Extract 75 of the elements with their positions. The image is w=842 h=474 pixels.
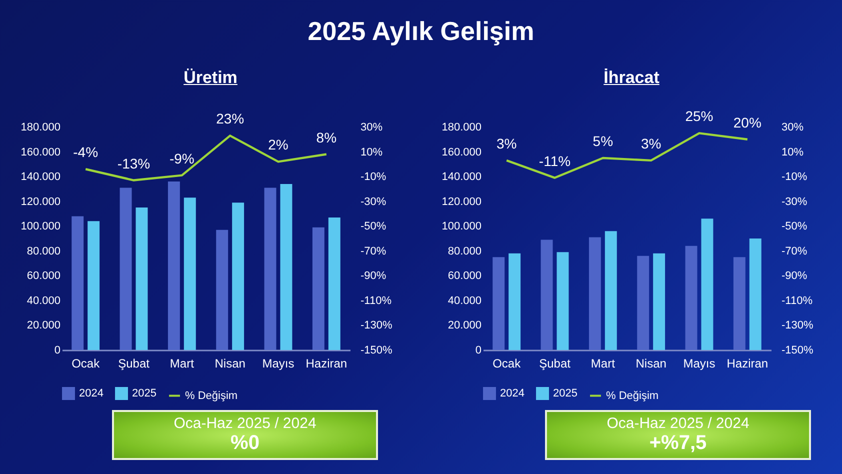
- data-label: 5%: [592, 132, 614, 149]
- y-tick-label: 160.000: [442, 146, 482, 158]
- data-label: 3%: [640, 135, 662, 152]
- data-label: -4%: [73, 144, 98, 160]
- y2-tick-label: -130%: [782, 320, 814, 332]
- data-label: -13%: [117, 155, 150, 172]
- text: 2025 Aylık Gelişim: [306, 16, 536, 47]
- x-tick-label: Mart: [590, 356, 616, 370]
- y2-tick-label: 30%: [360, 122, 383, 134]
- y2-tick-label: -90%: [782, 270, 808, 282]
- y-tick-label: 60.000: [26, 270, 60, 282]
- y2-tick-label: 30%: [782, 122, 804, 134]
- y2-tick-label: -90%: [360, 270, 386, 282]
- y-tick-label: 80.000: [448, 245, 482, 258]
- y-tick-label: 120.000: [442, 196, 482, 208]
- data-label: 3%: [496, 135, 517, 152]
- y-tick-label: 100.000: [442, 220, 482, 233]
- y2-tick-label: -30%: [782, 196, 808, 208]
- y-tick-label: 40.000: [448, 294, 482, 307]
- y-tick-label: 180.000: [20, 122, 60, 134]
- legend-label: % Değişim: [606, 390, 659, 402]
- y2-tick-label: 10%: [782, 146, 804, 158]
- y2-tick-label: -10%: [782, 171, 808, 184]
- y2-tick-label: 10%: [360, 146, 383, 158]
- data-label: 23%: [216, 110, 244, 127]
- y-tick-label: 80.000: [26, 245, 60, 258]
- data-label: 20%: [733, 114, 762, 130]
- data-label: 25%: [685, 108, 714, 124]
- y-tick-label: 140.000: [20, 171, 60, 184]
- y2-tick-label: -70%: [782, 245, 808, 258]
- y2-tick-label: -150%: [360, 344, 393, 356]
- data-label: 2%: [268, 136, 288, 153]
- y-tick-label: 0: [475, 344, 482, 356]
- x-tick-label: Nisan: [214, 356, 246, 370]
- y2-tick-label: -110%: [782, 294, 813, 307]
- x-tick-label: Haziran: [306, 356, 348, 370]
- summary-box: Oca-Haz 2025 / 2024 +%7,5: [545, 410, 811, 460]
- y-tick-label: 180.000: [442, 122, 482, 134]
- x-tick-label: Ocak: [492, 356, 522, 370]
- y2-tick-label: -130%: [360, 320, 393, 332]
- y-tick-label: 120.000: [20, 196, 60, 208]
- data-label: -11%: [538, 152, 571, 169]
- legend-label: 2025: [553, 388, 578, 400]
- y-tick-label: 20.000: [448, 320, 482, 332]
- legend-label: 2024: [500, 388, 524, 400]
- x-tick-label: Şubat: [118, 356, 150, 370]
- y-tick-label: 20.000: [26, 320, 60, 332]
- y-tick-label: 60.000: [448, 270, 482, 282]
- y2-tick-label: -50%: [782, 220, 808, 233]
- data-label: -9%: [169, 150, 194, 166]
- data-label: 8%: [316, 129, 337, 146]
- y-tick-label: 100.000: [20, 220, 60, 233]
- y2-tick-label: -70%: [360, 245, 386, 258]
- y2-tick-label: -10%: [360, 171, 386, 184]
- chart-subtitle: İhracat: [602, 68, 660, 88]
- legend-label: 2024: [79, 388, 104, 400]
- y-tick-label: 160.000: [20, 146, 60, 158]
- x-tick-label: Mayıs: [262, 356, 294, 370]
- legend-label: 2025: [132, 388, 156, 400]
- x-tick-label: Nisan: [636, 356, 666, 370]
- x-tick-label: Haziran: [726, 356, 768, 370]
- y2-tick-label: -150%: [782, 344, 814, 356]
- y2-tick-label: -50%: [360, 220, 386, 233]
- y-tick-label: 0: [54, 344, 60, 356]
- chart-subtitle: Üretim: [182, 68, 238, 88]
- y-tick-label: 40.000: [26, 294, 60, 307]
- y-tick-label: 140.000: [442, 171, 482, 184]
- x-tick-label: Mayıs: [683, 356, 716, 370]
- summary-box: Oca-Haz 2025 / 2024 %0: [112, 410, 378, 460]
- x-tick-label: Ocak: [72, 356, 101, 370]
- y2-tick-label: -30%: [360, 196, 386, 208]
- x-tick-label: Şubat: [539, 356, 572, 370]
- x-tick-label: Mart: [170, 356, 195, 370]
- legend-label: % Değişim: [185, 390, 238, 402]
- y2-tick-label: -110%: [360, 294, 392, 307]
